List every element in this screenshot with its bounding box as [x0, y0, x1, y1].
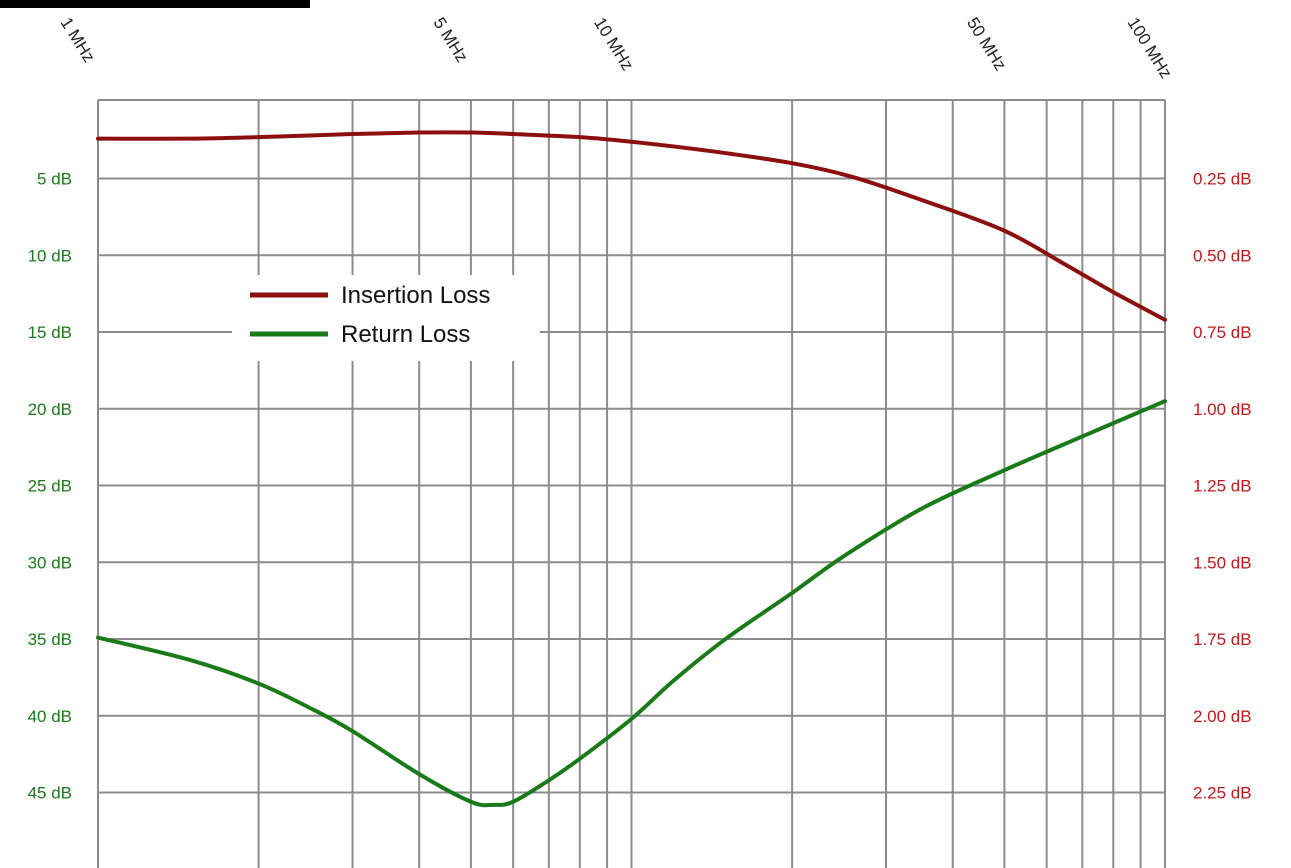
right-y-tick-label-4: 1.25 dB	[1193, 477, 1252, 496]
right-y-tick-label-8: 2.25 dB	[1193, 784, 1252, 803]
series-line-return-loss	[96, 399, 1167, 808]
x-tick-label-0: 1 MHz	[57, 14, 99, 66]
legend-background	[232, 275, 540, 361]
series-line-insertion-loss	[96, 130, 1167, 322]
legend-label-return-loss: Return Loss	[341, 321, 470, 348]
left-y-axis-tick-labels: 5 dB 10 dB 15 dB 20 dB 25 dB 30 dB 35 dB 40 dB 4…	[28, 170, 72, 803]
right-y-tick-label-7: 2.00 dB	[1193, 707, 1252, 726]
left-y-tick-label-4: 25 dB	[28, 477, 72, 496]
left-y-tick-label-7: 40 dB	[28, 707, 72, 726]
left-y-tick-label-2: 15 dB	[28, 323, 72, 342]
x-axis-tick-labels: 1 MHz 5 MHz 10 MHz 50 MHz 100 MHz	[57, 14, 1176, 82]
chart-grid	[97, 99, 1166, 868]
chart-legend: Insertion Loss Return Loss	[232, 275, 540, 361]
top-edge-bar	[0, 0, 310, 8]
chart-series	[96, 130, 1167, 808]
right-y-tick-label-2: 0.75 dB	[1193, 323, 1252, 342]
right-y-axis-tick-labels: 0.25 dB 0.50 dB 0.75 dB 1.00 dB 1.25 dB 1.50 …	[1193, 170, 1252, 803]
left-y-tick-label-0: 5 dB	[37, 170, 72, 189]
right-y-tick-label-0: 0.25 dB	[1193, 170, 1252, 189]
right-y-tick-label-6: 1.75 dB	[1193, 630, 1252, 649]
x-tick-label-3: 50 MHz	[963, 14, 1010, 74]
left-y-tick-label-5: 30 dB	[28, 553, 72, 572]
x-tick-label-2: 10 MHz	[590, 14, 637, 74]
right-y-tick-label-5: 1.50 dB	[1193, 553, 1252, 572]
left-y-tick-label-8: 45 dB	[28, 784, 72, 803]
left-y-tick-label-6: 35 dB	[28, 630, 72, 649]
right-y-tick-label-1: 0.50 dB	[1193, 246, 1252, 265]
left-y-tick-label-3: 20 dB	[28, 400, 72, 419]
legend-label-insertion-loss: Insertion Loss	[341, 282, 490, 309]
right-y-tick-label-3: 1.00 dB	[1193, 400, 1252, 419]
left-y-tick-label-1: 10 dB	[28, 246, 72, 265]
x-tick-label-4: 100 MHz	[1124, 14, 1176, 82]
x-tick-label-1: 5 MHz	[430, 14, 472, 66]
